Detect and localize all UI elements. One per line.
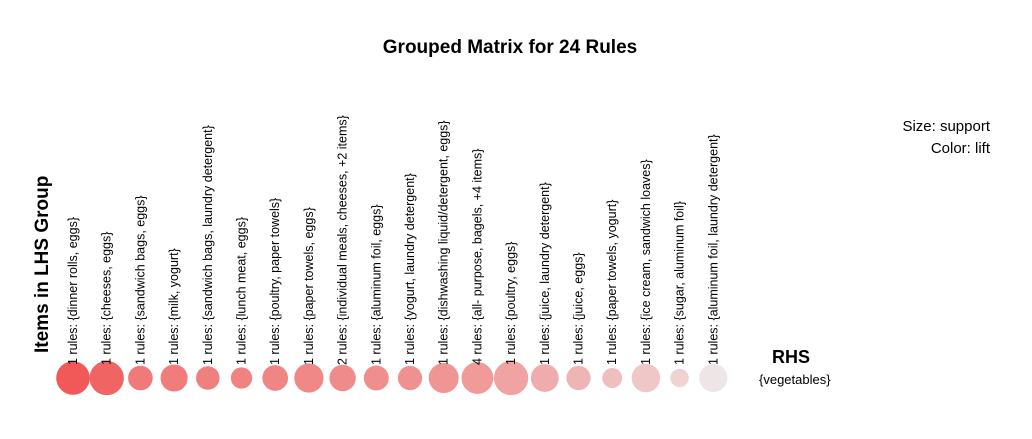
- group-circles: [56, 360, 728, 396]
- lhs-group-label: 1 rules: {sandwich bags, eggs}: [133, 195, 147, 365]
- lhs-group-label: 1 rules: {dinner rolls, eggs}: [66, 217, 80, 365]
- group-bubble: [699, 363, 728, 393]
- lhs-group-label: 1 rules: {poultry, paper towels}: [268, 198, 282, 365]
- lhs-group-label: 1 rules: {lunch meat, eggs}: [235, 217, 249, 365]
- group-bubble: [294, 363, 324, 393]
- group-bubble: [428, 363, 459, 393]
- lhs-group-label: 1 rules: {dishwashing liquid/detergent, …: [437, 120, 451, 365]
- group-bubble: [566, 365, 591, 391]
- group-bubble: [56, 361, 90, 395]
- rhs-item: {vegetables}: [759, 372, 831, 387]
- group-bubble: [670, 368, 689, 388]
- group-bubble: [363, 365, 389, 391]
- lhs-group-label: 1 rules: {poultry, eggs}: [504, 242, 518, 365]
- lhs-group-label: 1 rules: {juice, eggs}: [572, 252, 586, 365]
- lhs-group-label: 1 rules: {aluminum foil, laundry deterge…: [706, 134, 720, 365]
- y-axis-title: Items in LHS Group: [32, 176, 53, 353]
- rhs-title: RHS: [772, 347, 810, 367]
- legend-color: Color: lift: [931, 140, 991, 157]
- group-bubble: [160, 364, 188, 392]
- group-bubble: [493, 360, 529, 396]
- group-bubble: [461, 362, 494, 394]
- group-bubble: [329, 364, 356, 392]
- group-bubble: [397, 365, 423, 391]
- lhs-group-label: 2 rules: {individual meals, cheeses, +2 …: [336, 115, 350, 365]
- chart-title: Grouped Matrix for 24 Rules: [383, 37, 637, 58]
- lhs-group-label: 1 rules: {aluminum foil, eggs}: [369, 204, 383, 365]
- lhs-group-label: 4 rules: {all- purpose, bagels, +4 items…: [470, 149, 484, 365]
- group-bubble: [530, 364, 559, 392]
- lhs-group-label: 1 rules: {ice cream, sandwich loaves}: [639, 159, 653, 365]
- legend-size: Size: support: [902, 118, 990, 135]
- lhs-group-label: 1 rules: {yogurt, laundry detergent}: [403, 173, 417, 365]
- group-bubble: [602, 368, 623, 388]
- lhs-group-label: 1 rules: {paper towels, yogurt}: [605, 200, 619, 365]
- lhs-group-label: 1 rules: {sandwich bags, laundry deterge…: [201, 125, 215, 365]
- group-labels: 1 rules: {dinner rolls, eggs} 1 rules: {c…: [66, 115, 720, 365]
- group-bubble: [262, 365, 289, 391]
- group-bubble: [230, 367, 253, 389]
- group-bubble: [89, 360, 124, 396]
- lhs-group-label: 1 rules: {milk, yogurt}: [167, 248, 181, 365]
- group-bubble: [196, 366, 220, 390]
- lhs-group-label: 1 rules: {sugar, aluminum foil}: [673, 201, 687, 365]
- lhs-group-label: 1 rules: {juice, laundry detergent}: [538, 182, 552, 365]
- group-bubble: [631, 363, 661, 393]
- lhs-group-label: 1 rules: {paper towels, eggs}: [302, 207, 316, 365]
- lhs-group-label: 1 rules: {cheeses, eggs}: [100, 232, 114, 365]
- group-bubble: [128, 365, 153, 391]
